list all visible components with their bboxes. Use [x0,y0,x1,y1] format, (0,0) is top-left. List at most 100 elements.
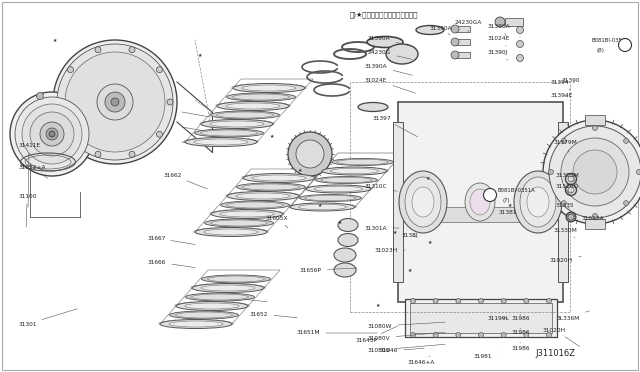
Ellipse shape [305,195,356,201]
Text: 31023A: 31023A [582,215,605,221]
Circle shape [561,138,629,206]
Ellipse shape [226,103,280,109]
Text: ★: ★ [426,176,430,180]
Ellipse shape [185,303,239,309]
Circle shape [623,201,628,206]
Text: B081BI-0351A: B081BI-0351A [498,187,536,192]
Bar [410,303,552,333]
Circle shape [561,138,566,143]
Circle shape [57,44,173,160]
Text: 31390A: 31390A [430,26,452,35]
Circle shape [456,298,461,304]
Ellipse shape [227,192,299,201]
Ellipse shape [419,27,440,33]
Ellipse shape [204,229,258,235]
Circle shape [129,151,135,157]
Ellipse shape [338,218,358,231]
Text: 31023H: 31023H [375,247,405,253]
Circle shape [524,298,529,304]
Ellipse shape [390,47,414,61]
Text: B: B [623,42,627,48]
Ellipse shape [201,119,273,128]
Circle shape [568,187,574,193]
Bar [350,82,570,312]
Ellipse shape [298,204,346,210]
Ellipse shape [367,36,403,48]
Circle shape [95,47,101,53]
Text: 3138I: 3138I [402,232,419,237]
Circle shape [67,67,74,73]
Text: B: B [488,192,492,198]
Text: 31646+A: 31646+A [408,356,435,365]
Ellipse shape [321,177,372,183]
Circle shape [501,333,506,337]
Text: B081BI-0351A: B081BI-0351A [592,38,630,42]
Circle shape [30,112,74,156]
Circle shape [593,214,598,218]
Ellipse shape [185,138,257,147]
Ellipse shape [211,220,268,226]
Text: 31301A: 31301A [365,225,399,231]
Ellipse shape [236,193,290,199]
Text: 31330M: 31330M [554,228,578,238]
Circle shape [10,92,94,176]
Ellipse shape [330,168,378,174]
Bar [405,299,557,337]
Ellipse shape [412,187,434,217]
Bar [585,115,605,125]
Text: ★: ★ [428,240,432,244]
Circle shape [105,92,125,112]
Text: 31986: 31986 [512,314,531,321]
Circle shape [479,333,483,337]
Ellipse shape [175,312,232,318]
Ellipse shape [243,184,300,190]
Ellipse shape [170,311,239,319]
Text: J311016Z: J311016Z [535,349,575,358]
Ellipse shape [211,111,280,119]
Circle shape [501,298,506,304]
Circle shape [65,52,165,152]
Ellipse shape [205,219,273,227]
Text: 31662: 31662 [163,173,207,189]
Circle shape [549,126,640,218]
Text: ★: ★ [393,230,397,234]
Text: 31645P: 31645P [356,326,397,343]
Text: 31666: 31666 [148,260,195,267]
Ellipse shape [338,234,358,247]
Circle shape [111,98,119,106]
Bar [455,26,470,32]
Ellipse shape [192,283,264,292]
Circle shape [618,38,632,51]
Text: 注)★印の植特部品は未販売です。: 注)★印の植特部品は未販売です。 [350,12,419,18]
Ellipse shape [233,83,305,93]
Ellipse shape [337,250,353,260]
Circle shape [97,84,133,120]
Ellipse shape [405,177,441,227]
Text: ★: ★ [408,267,412,273]
Text: 31100: 31100 [18,193,36,227]
Circle shape [410,333,415,337]
Ellipse shape [200,130,257,136]
Ellipse shape [465,183,495,221]
Bar [398,102,563,302]
Text: 31390A: 31390A [365,64,412,75]
Circle shape [36,93,44,99]
Text: 31301: 31301 [18,309,77,327]
Text: 31335: 31335 [556,202,575,208]
Circle shape [22,104,82,164]
Ellipse shape [195,228,267,237]
Circle shape [49,131,55,137]
Text: 31397: 31397 [373,115,417,137]
Ellipse shape [322,167,387,175]
Text: 31652: 31652 [250,311,297,318]
Circle shape [516,55,524,61]
Bar [558,122,568,282]
Ellipse shape [191,294,248,300]
Text: 31020H: 31020H [550,256,581,263]
Circle shape [410,298,415,304]
Circle shape [95,151,101,157]
Ellipse shape [243,173,315,183]
Circle shape [451,25,459,33]
Ellipse shape [201,285,255,291]
Text: 31667: 31667 [147,235,195,244]
